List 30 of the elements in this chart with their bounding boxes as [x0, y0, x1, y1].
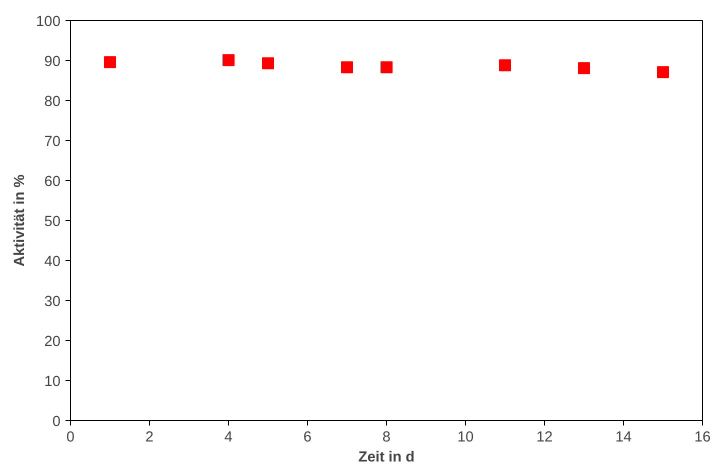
point [380, 61, 392, 74]
x-tick-label: 14 [615, 430, 632, 446]
y-tick-label: 30 [44, 294, 61, 310]
y-tick-label: 10 [44, 374, 61, 390]
point [104, 56, 116, 68]
x-tick-label: 2 [145, 430, 154, 446]
y-axis-title: Aktivität in % [12, 174, 28, 267]
y-tick-label: 20 [44, 334, 61, 350]
y-tick-label: 100 [36, 14, 61, 30]
x-tick-label: 0 [66, 430, 75, 446]
x-axis-title: Zeit in d [358, 450, 415, 466]
point [578, 62, 590, 74]
x-tick-label: 6 [303, 430, 312, 446]
x-tick-label: 16 [694, 430, 711, 446]
point [222, 54, 234, 66]
x-tick-label: 4 [224, 430, 233, 446]
y-tick-label: 70 [44, 134, 61, 150]
x-tick-label: 12 [536, 430, 553, 446]
x-tick-label: 10 [457, 430, 474, 446]
y-tick-label: 0 [52, 414, 61, 430]
point [499, 59, 511, 72]
y-tick-label: 60 [44, 174, 61, 190]
y-tick-label: 90 [44, 54, 61, 70]
y-tick-label: 50 [44, 214, 61, 230]
y-tick-label: 80 [44, 94, 61, 110]
point [657, 66, 669, 78]
y-tick-label: 40 [44, 254, 61, 270]
x-tick-label: 8 [382, 430, 391, 446]
point [262, 57, 274, 70]
point [341, 61, 353, 74]
